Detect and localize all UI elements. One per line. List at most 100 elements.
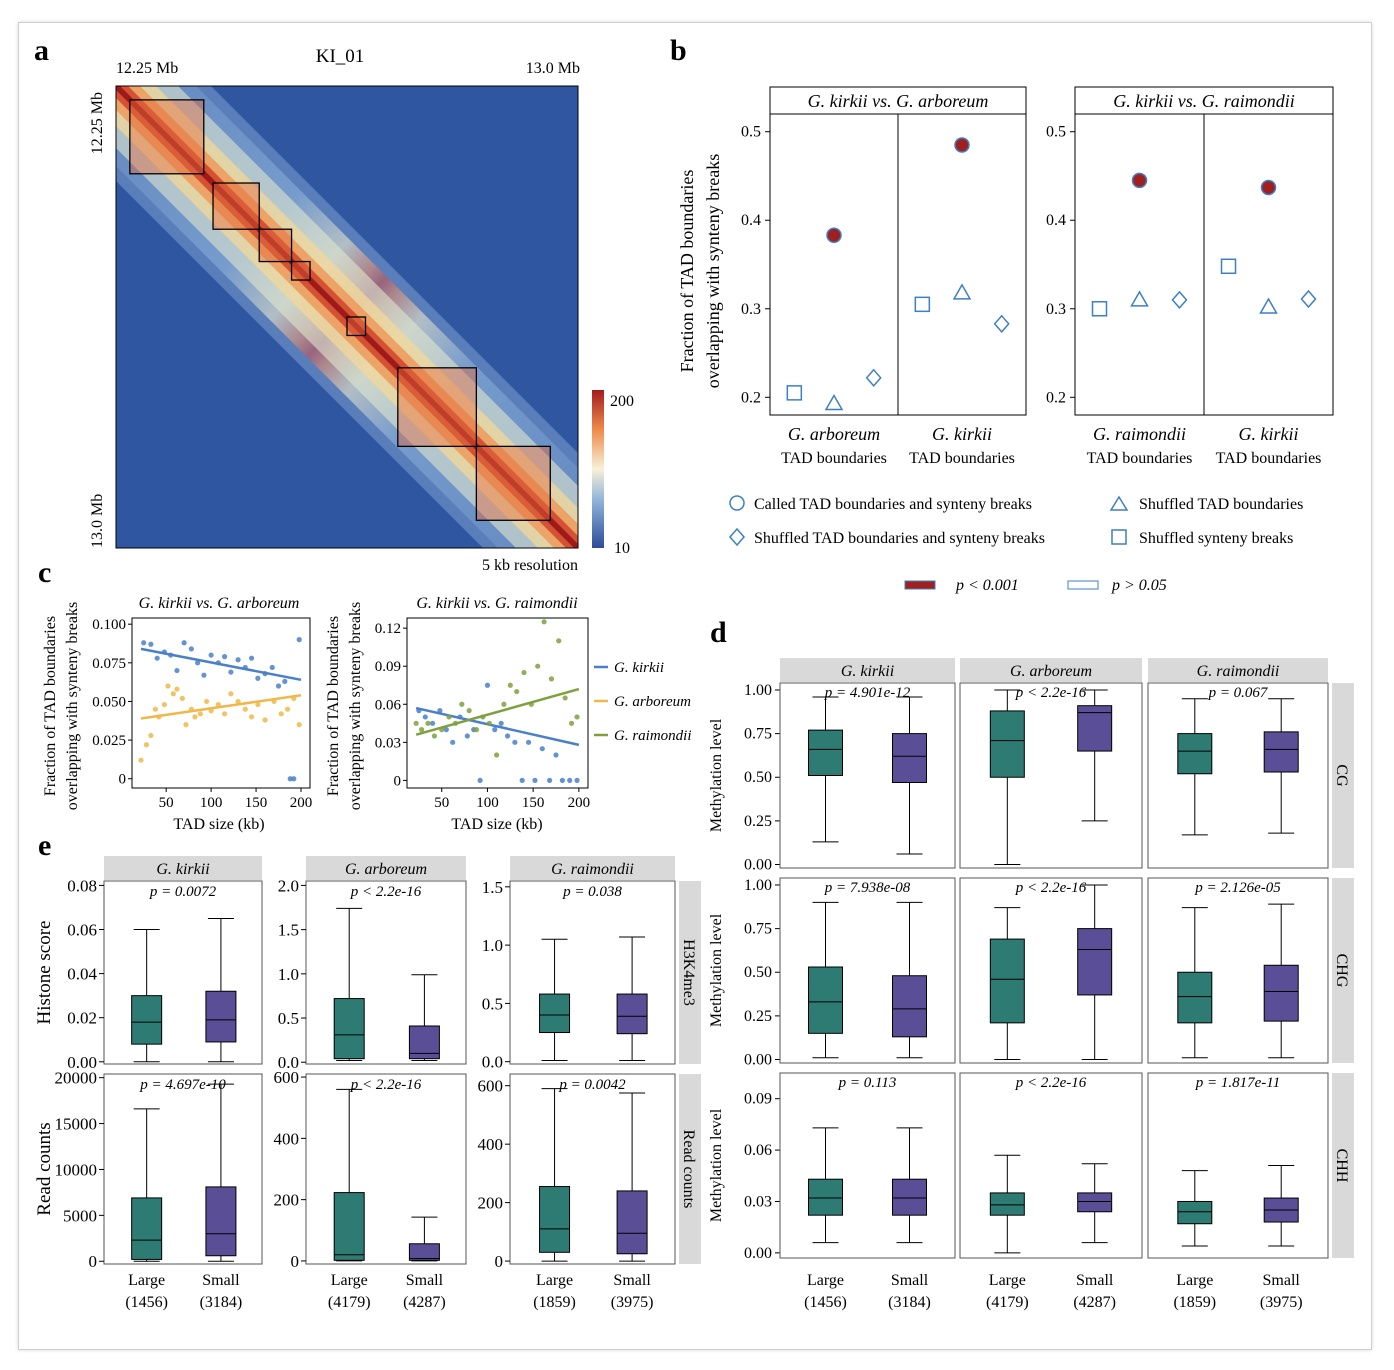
panel-c-point <box>152 706 158 712</box>
point-shuffled-both <box>993 314 1010 333</box>
point-shuffled-both <box>1171 290 1188 310</box>
legend-shuffled-both: Shuffled TAD boundaries and synteny brea… <box>754 530 1045 547</box>
panel-label-a: a <box>34 34 49 67</box>
heatmap-top-left-label: 12.25 Mb <box>116 60 178 77</box>
panel-e-facet-frame <box>509 1073 676 1265</box>
panel-b-ytick-label: 0.2 <box>741 389 761 406</box>
panel-b-xlabel-tad: TAD boundaries <box>1087 450 1193 467</box>
panel-d-xlabel-large-n: (1859) <box>1173 1294 1216 1311</box>
panel-d-pvalue: p = 0.067 <box>1208 685 1269 701</box>
panel-d-ytick-label: 0.75 <box>744 921 772 938</box>
panel-d-column-title: G. arboreum <box>1010 663 1092 680</box>
panel-d-xlabel-large: Large <box>1176 1272 1213 1289</box>
panel-c-point <box>228 691 234 697</box>
panel-d-ytick-label: 1.00 <box>744 877 772 894</box>
panel-e-ytick-label: 400 <box>478 1135 504 1154</box>
panel-e-boxplots: G. kirkii G. arboreum G. raimondii H3K4me3 H… <box>34 856 701 1311</box>
panel-c2-xlabel: TAD size (kb) <box>451 816 542 833</box>
panel-c-point <box>525 739 532 745</box>
panel-c-point <box>248 655 255 661</box>
panel-e-facet-frame <box>103 880 263 1065</box>
panel-e-ylabel: Histone score <box>34 921 55 1025</box>
box-body <box>808 1178 843 1216</box>
panel-b-ytick-label: 0.5 <box>1046 124 1066 141</box>
panel-e-ylabel: Read counts <box>34 1122 55 1215</box>
panel-label-c: c <box>38 556 51 589</box>
panel-c-point <box>559 777 566 783</box>
panel-d-row-title: CHH <box>1333 1149 1350 1183</box>
panel-c-point <box>174 686 180 692</box>
panel-c-point <box>512 739 518 745</box>
panel-d-ytick-label: 0.06 <box>744 1142 772 1159</box>
panel-c-point <box>484 682 491 688</box>
legend-circle-icon <box>729 495 745 511</box>
panel-c-point <box>473 727 480 733</box>
panel-c-point <box>459 701 465 707</box>
panel-d-ytick-label: 0.75 <box>744 726 772 743</box>
panel-d-ytick-label: 0.25 <box>744 813 772 830</box>
panel-c-point <box>541 619 547 625</box>
panel-c-point <box>242 706 248 712</box>
panel-c-point <box>235 698 241 705</box>
box-body <box>892 733 927 783</box>
panel-c2-ylabel-1: Fraction of TAD boundaries <box>325 616 342 796</box>
panel-c-point <box>486 720 492 726</box>
panel-d-facet-frame <box>959 682 1143 869</box>
panel-b-strip <box>769 86 1027 116</box>
panel-d-ytick-label: 0.09 <box>744 1091 772 1108</box>
panel-c-point <box>154 655 160 661</box>
panel-c-point <box>507 682 513 688</box>
panel-e-ytick-label: 0.02 <box>67 1009 97 1028</box>
panel-c-point <box>161 701 167 708</box>
panel-e-ytick-label: 200 <box>274 1191 300 1210</box>
panel-d-pvalue: p < 2.2e-16 <box>1015 880 1087 896</box>
panel-c-point <box>287 776 293 782</box>
panel-e-column-title: G. raimondii <box>551 861 634 878</box>
panel-c-fit-line <box>140 694 302 720</box>
panel-d-ytick-label: 0.50 <box>744 769 772 786</box>
panel-e-column-strip <box>306 856 466 880</box>
panel-e-xlabel-small-n: (3975) <box>611 1294 654 1311</box>
panel-e-pvalue: p = 0.0072 <box>149 884 217 900</box>
panel-e-ytick-label: 15000 <box>55 1115 98 1134</box>
legend-diamond-icon <box>729 527 745 547</box>
panel-c-point <box>425 720 431 726</box>
panel-c-fit-line <box>140 647 302 682</box>
panel-b-xlabel-tad: TAD boundaries <box>1216 450 1322 467</box>
box-body <box>1077 1192 1113 1213</box>
panel-e-ytick-label: 0.08 <box>67 876 97 895</box>
panel-e-facet-frame <box>509 880 676 1065</box>
panel-c-point <box>562 695 568 701</box>
panel-c-point <box>501 701 507 707</box>
panel-d-xlabel-large: Large <box>989 1272 1026 1289</box>
panel-d-facet-frame <box>779 877 956 1064</box>
panel-c-point <box>464 733 470 739</box>
legend-square-icon <box>1111 529 1127 545</box>
tad-box-2 <box>258 228 293 263</box>
panel-c-point <box>179 695 185 701</box>
point-shuffled-tad <box>1130 290 1149 307</box>
heatmap-colorbar <box>592 390 604 548</box>
panel-d-ylabel: Methylation level <box>708 913 725 1027</box>
panel-c-ytick-label: 0 <box>119 772 127 788</box>
panel-c-point <box>553 752 559 758</box>
box-body <box>131 995 163 1045</box>
panel-c-point <box>208 652 214 658</box>
panel-e-ytick-label: 0.0 <box>278 1053 299 1072</box>
panel-d-pvalue: p = 1.817e-11 <box>1195 1075 1280 1091</box>
panel-c-point <box>148 641 154 647</box>
panel-d-ylabel: Methylation level <box>708 718 725 832</box>
panel-c-point <box>221 711 228 717</box>
point-shuffled-tad <box>824 393 844 411</box>
panel-c-point <box>188 646 194 652</box>
heatmap-left-bottom-label: 13.0 Mb <box>89 494 106 548</box>
panel-e-column-title: G. kirkii <box>156 861 209 878</box>
heatmap-left-top-label: 12.25 Mb <box>89 92 106 154</box>
panel-d-column-strip <box>780 658 955 682</box>
panel-c-legend-label: G. raimondii <box>614 728 692 744</box>
colorbar-min-label: 10 <box>614 540 630 557</box>
point-called <box>1131 172 1148 189</box>
panel-e-pvalue: p = 0.0042 <box>558 1077 626 1093</box>
panel-d-column-strip <box>1148 658 1328 682</box>
panel-c-point <box>197 711 203 717</box>
